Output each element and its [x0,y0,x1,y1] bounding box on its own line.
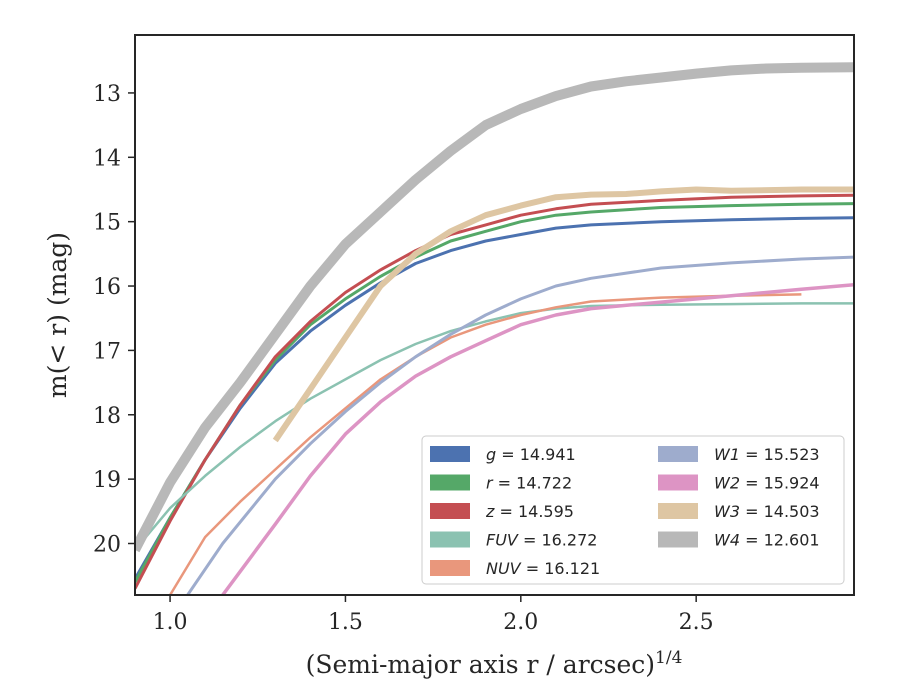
series-line-w3 [272,186,854,443]
legend-swatch-nuv [430,560,470,576]
y-tick-label: 18 [93,404,121,429]
y-tick-label: 13 [93,82,121,107]
legend-label-w4: W4 = 12.601 [714,531,820,550]
legend-label-w2: W2 = 15.924 [714,474,820,493]
legend-swatch-w4 [658,531,698,548]
legend-swatch-r [430,474,470,491]
y-tick-label: 14 [93,146,121,171]
x-axis-title: (Semi-major axis r / arcsec)1/4 [306,648,683,679]
legend-frame [421,435,845,585]
ticks-layer: 1.0 1.5 2.0 2.5 13 14 15 16 17 18 19 20 [93,82,714,635]
legend-swatch-w3 [658,503,698,519]
legend-label-fuv: FUV = 16.272 [486,531,597,550]
x-tick-label: 1.0 [153,610,188,635]
legend-swatch-z [430,503,470,519]
legend-label-w3: W3 = 14.503 [714,502,820,521]
y-tick-label: 20 [93,533,121,558]
y-tick-label: 19 [93,468,121,493]
legend-label-r: r = 14.722 [486,474,572,493]
legend-label-w1: W1 = 15.523 [714,445,820,464]
series-line-w4 [135,62,854,553]
y-tick-label: 17 [93,339,121,364]
legend-swatch-fuv [430,531,470,548]
legend-swatch-g [430,446,470,462]
x-tick-label: 2.5 [679,610,714,635]
legend-items: g = 14.941 r = 14.722 z = 14.595 FUV = 16.2… [430,445,820,578]
x-tick-label: 1.5 [328,610,363,635]
series-line-fuv [135,302,854,551]
legend: g = 14.941 r = 14.722 z = 14.595 FUV = 16.2… [421,435,845,585]
legend-swatch-w1 [658,446,698,462]
series-layer [135,62,854,595]
legend-swatch-w2 [658,474,698,491]
legend-label-nuv: NUV = 16.121 [486,559,600,578]
series-line-w1 [186,255,854,595]
series-line-w2 [221,282,854,595]
x-tick-label: 2.0 [503,610,538,635]
legend-label-g: g = 14.941 [486,445,576,464]
y-tick-label: 16 [93,275,121,300]
legend-label-z: z = 14.595 [485,502,574,521]
y-axis-title: m(< r) (mag) [43,232,72,398]
plot-frame [134,34,855,596]
y-tick-label: 15 [93,211,121,236]
